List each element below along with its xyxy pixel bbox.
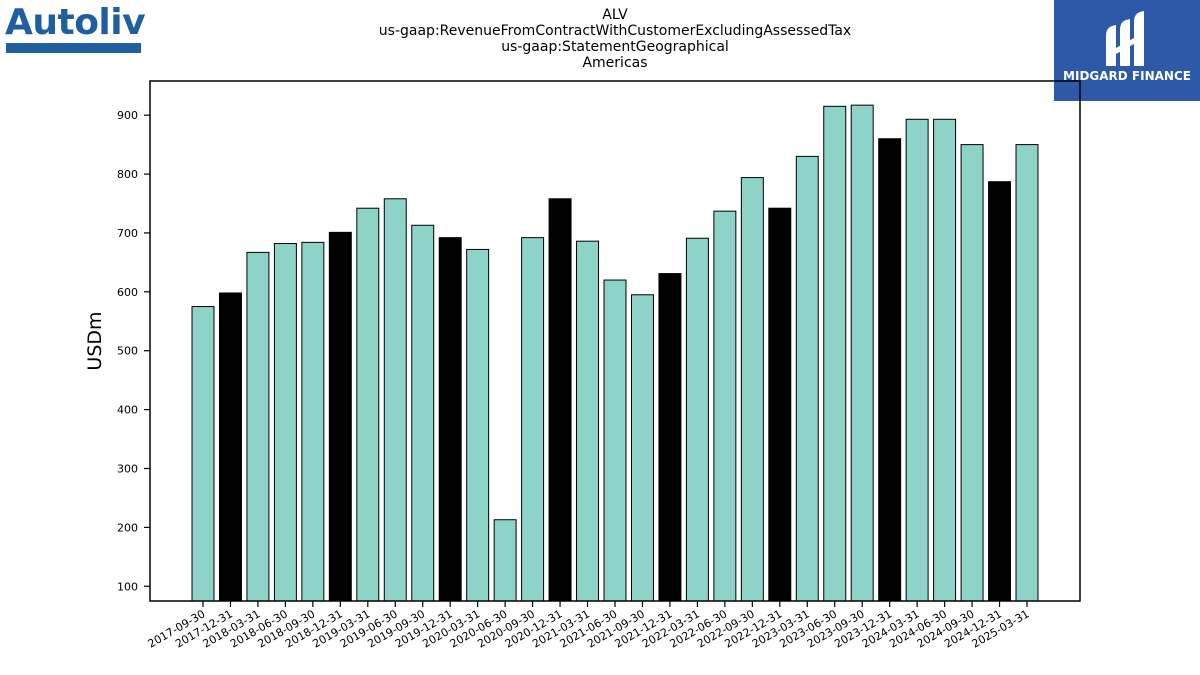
midgard-emblem-icon: [1106, 11, 1144, 66]
bar: [493, 519, 517, 602]
y-tick-label: 800: [117, 168, 138, 181]
y-tick-label: 500: [117, 345, 138, 358]
bar: [823, 105, 847, 602]
autoliv-logo-bar: [6, 43, 141, 53]
bar: [905, 118, 929, 602]
bar: [988, 181, 1012, 602]
bar: [548, 198, 572, 602]
bar: [740, 177, 764, 602]
y-tick-label: 900: [117, 109, 138, 122]
bar: [933, 118, 957, 602]
y-tick-label: 600: [117, 286, 138, 299]
bar: [850, 104, 874, 602]
bar: [218, 292, 242, 602]
bar: [301, 241, 325, 602]
midgard-finance-logo: MIDGARD FINANCE: [1054, 0, 1200, 101]
y-tick-label: 700: [117, 227, 138, 240]
autoliv-logo-text: Autoliv: [5, 2, 146, 43]
bar: [383, 198, 407, 602]
bar: [795, 155, 819, 602]
bar: [438, 237, 462, 602]
title-line-4: Americas: [582, 55, 648, 71]
bar: [960, 144, 984, 602]
y-axis-label: USDm: [84, 311, 106, 370]
bar: [603, 279, 627, 602]
chart-title: ALV us-gaap:RevenueFromContractWithCusto…: [0, 7, 1200, 71]
bar: [328, 231, 352, 602]
bar: [658, 273, 682, 602]
bar: [411, 224, 435, 602]
bar: [768, 207, 792, 602]
bar: [1015, 144, 1039, 602]
bar: [576, 240, 600, 602]
bar: [273, 243, 297, 602]
y-tick-label: 100: [117, 580, 138, 593]
bar: [685, 237, 709, 602]
title-line-1: ALV: [602, 7, 628, 23]
bar: [466, 248, 490, 602]
bar: [191, 306, 215, 602]
title-line-3: us-gaap:StatementGeographical: [501, 39, 729, 55]
y-tick-label: 400: [117, 404, 138, 417]
title-line-2: us-gaap:RevenueFromContractWithCustomerE…: [378, 23, 852, 39]
autoliv-logo: Autoliv: [5, 4, 146, 54]
y-tick-label: 300: [117, 462, 138, 475]
y-tick-label: 200: [117, 521, 138, 534]
bar: [246, 251, 270, 602]
bar: [521, 237, 545, 602]
bar: [630, 294, 654, 602]
bar: [356, 207, 380, 602]
bar: [713, 210, 737, 602]
bar: [878, 138, 902, 602]
midgard-logo-text: MIDGARD FINANCE: [1063, 69, 1191, 83]
